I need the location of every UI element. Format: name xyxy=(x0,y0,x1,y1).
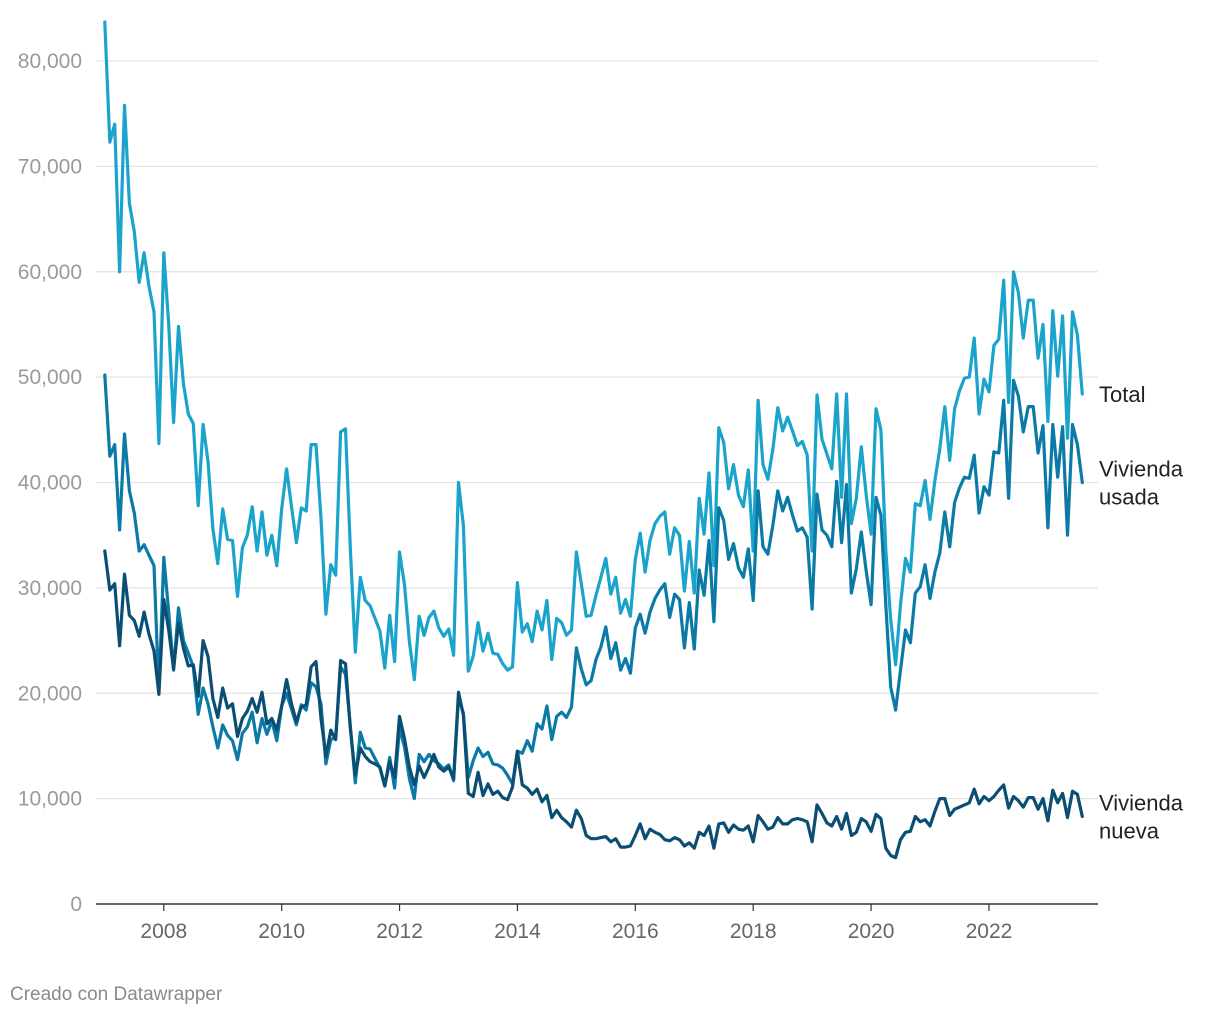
chart-credit: Creado con Datawrapper xyxy=(10,984,223,1005)
series-labels: Total Vivienda usada Vivienda nueva xyxy=(1099,382,1184,844)
x-tick-label: 2012 xyxy=(376,920,423,943)
series-line-total xyxy=(103,20,1084,682)
series-label-vivienda-usada: Vivienda usada xyxy=(1099,457,1184,510)
y-tick-label: 40,000 xyxy=(18,472,82,495)
x-tick-label: 2010 xyxy=(258,920,305,943)
y-tick-label: 20,000 xyxy=(18,682,82,705)
series-lines xyxy=(103,20,1084,860)
series-line-vivienda-nueva xyxy=(103,549,1084,860)
y-tick-label: 30,000 xyxy=(18,577,82,600)
y-tick-label: 10,000 xyxy=(18,788,82,811)
x-tick-label: 2016 xyxy=(612,920,659,943)
y-tick-label: 70,000 xyxy=(18,155,82,178)
x-tick-label: 2018 xyxy=(730,920,777,943)
series-line-vivienda-usada xyxy=(103,373,1084,801)
y-tick-label: 60,000 xyxy=(18,261,82,284)
x-axis: 2008 2010 2012 2014 2016 2018 2020 2022 xyxy=(140,904,1012,943)
y-tick-label: 0 xyxy=(70,893,82,916)
series-label-vivienda-nueva: Vivienda nueva xyxy=(1099,791,1184,844)
x-tick-label: 2014 xyxy=(494,920,541,943)
series-label-total: Total xyxy=(1099,382,1145,407)
x-tick-label: 2020 xyxy=(848,920,895,943)
x-tick-label: 2022 xyxy=(966,920,1013,943)
x-tick-label: 2008 xyxy=(140,920,187,943)
y-axis: 0 10,000 20,000 30,000 40,000 50,000 60,000 70,… xyxy=(18,50,82,916)
y-tick-label: 80,000 xyxy=(18,50,82,73)
y-tick-label: 50,000 xyxy=(18,366,82,389)
